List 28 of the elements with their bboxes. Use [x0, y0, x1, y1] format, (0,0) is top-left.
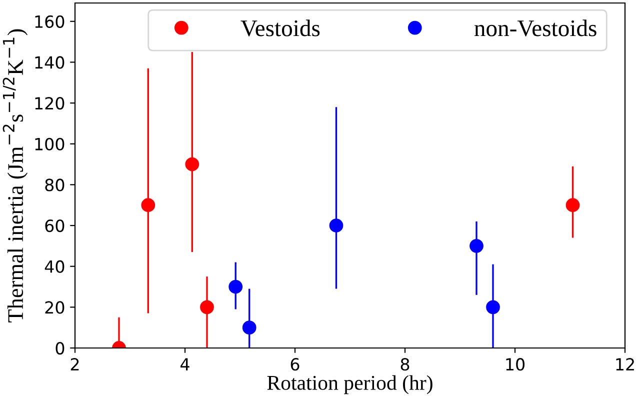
y-tick-label: 80: [45, 178, 64, 192]
y-tick-label: 0: [56, 342, 64, 355]
y-tick-label: 60: [45, 219, 64, 232]
point: [486, 300, 500, 314]
point: [242, 320, 256, 335]
point: [470, 238, 484, 253]
point: [329, 218, 344, 232]
x-tick-label: 12: [616, 358, 634, 370]
x-tick-label: 6: [290, 358, 300, 371]
point: [185, 157, 200, 172]
point: [566, 198, 580, 212]
x-tick-label: 2: [70, 358, 79, 370]
x-tick-label: 8: [400, 358, 410, 371]
x-tick-label: 10: [506, 358, 524, 371]
point: [228, 280, 243, 294]
y-tick-label: 120: [35, 96, 64, 110]
legend-label: non-Vestoids: [474, 20, 596, 36]
y-tick-label: 40: [44, 260, 64, 273]
y-tick-label: 20: [45, 301, 64, 314]
y-tick-label: 100: [35, 138, 64, 150]
y-tick-label: 160: [35, 15, 64, 28]
legend-label: Vestoids: [240, 20, 320, 36]
point: [141, 198, 156, 212]
x-axis-title: Rotation period (hr): [267, 375, 432, 394]
y-axis-title: Thermal inertia (Jm$^{−2}$s$^{−1/2}$K$^{−1}$): [2, 29, 28, 322]
y-tick-label: 140: [35, 56, 64, 69]
x-tick-label: 4: [180, 358, 190, 370]
point: [200, 300, 214, 314]
